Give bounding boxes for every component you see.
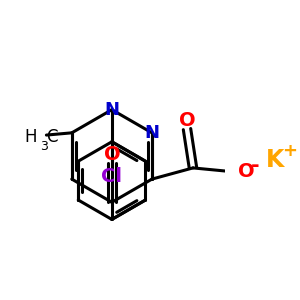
Text: O: O xyxy=(238,162,254,181)
Text: K: K xyxy=(266,148,284,172)
Text: N: N xyxy=(144,124,159,142)
Text: C: C xyxy=(46,128,58,146)
Text: -: - xyxy=(251,156,260,176)
Text: O: O xyxy=(179,111,195,130)
Text: Cl: Cl xyxy=(101,167,122,186)
Text: O: O xyxy=(103,145,120,164)
Text: +: + xyxy=(283,142,298,160)
Text: N: N xyxy=(104,101,119,119)
Text: H: H xyxy=(24,128,37,146)
Text: 3: 3 xyxy=(40,140,48,153)
